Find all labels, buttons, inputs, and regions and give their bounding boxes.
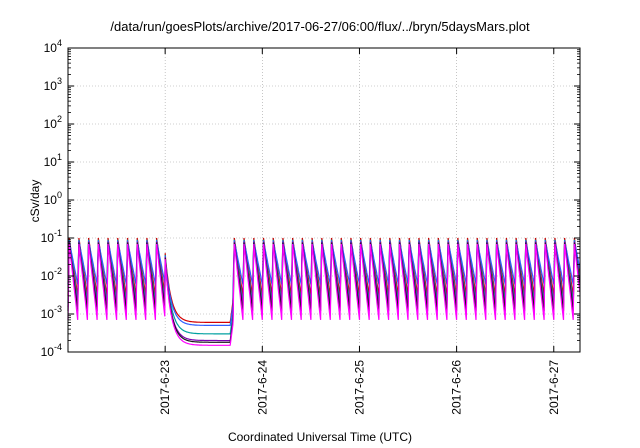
y-tick-label: 104 (44, 38, 62, 55)
series-line (67, 243, 581, 346)
y-tick-label: 10-2 (41, 266, 62, 283)
x-tick-label: 2017-6-24 (255, 360, 269, 415)
y-tick-label: 103 (44, 76, 62, 93)
x-tick-label: 2017-6-26 (450, 360, 464, 415)
x-tick-label: 2017-6-27 (547, 360, 561, 415)
x-axis-label: Coordinated Universal Time (UTC) (227, 430, 413, 444)
y-tick-label: 102 (44, 114, 62, 131)
data-series-group (67, 237, 581, 346)
y-tick-label: 10-4 (41, 342, 62, 359)
chart-title: /data/run/goesPlots/archive/2017-06-27/0… (110, 19, 530, 34)
y-tick-label: 10-1 (41, 228, 62, 245)
y-tick-label: 10-3 (41, 304, 62, 321)
x-tick-label: 2017-6-23 (158, 360, 172, 415)
y-tick-label: 101 (44, 152, 62, 169)
series-line (67, 240, 581, 326)
y-tick-label: 100 (44, 190, 62, 207)
x-tick-label: 2017-6-25 (352, 360, 366, 415)
axis-ticks: 10-4 10-3 10-2 10-1 100 101 102 103 104 2017-6-23… (41, 38, 580, 415)
